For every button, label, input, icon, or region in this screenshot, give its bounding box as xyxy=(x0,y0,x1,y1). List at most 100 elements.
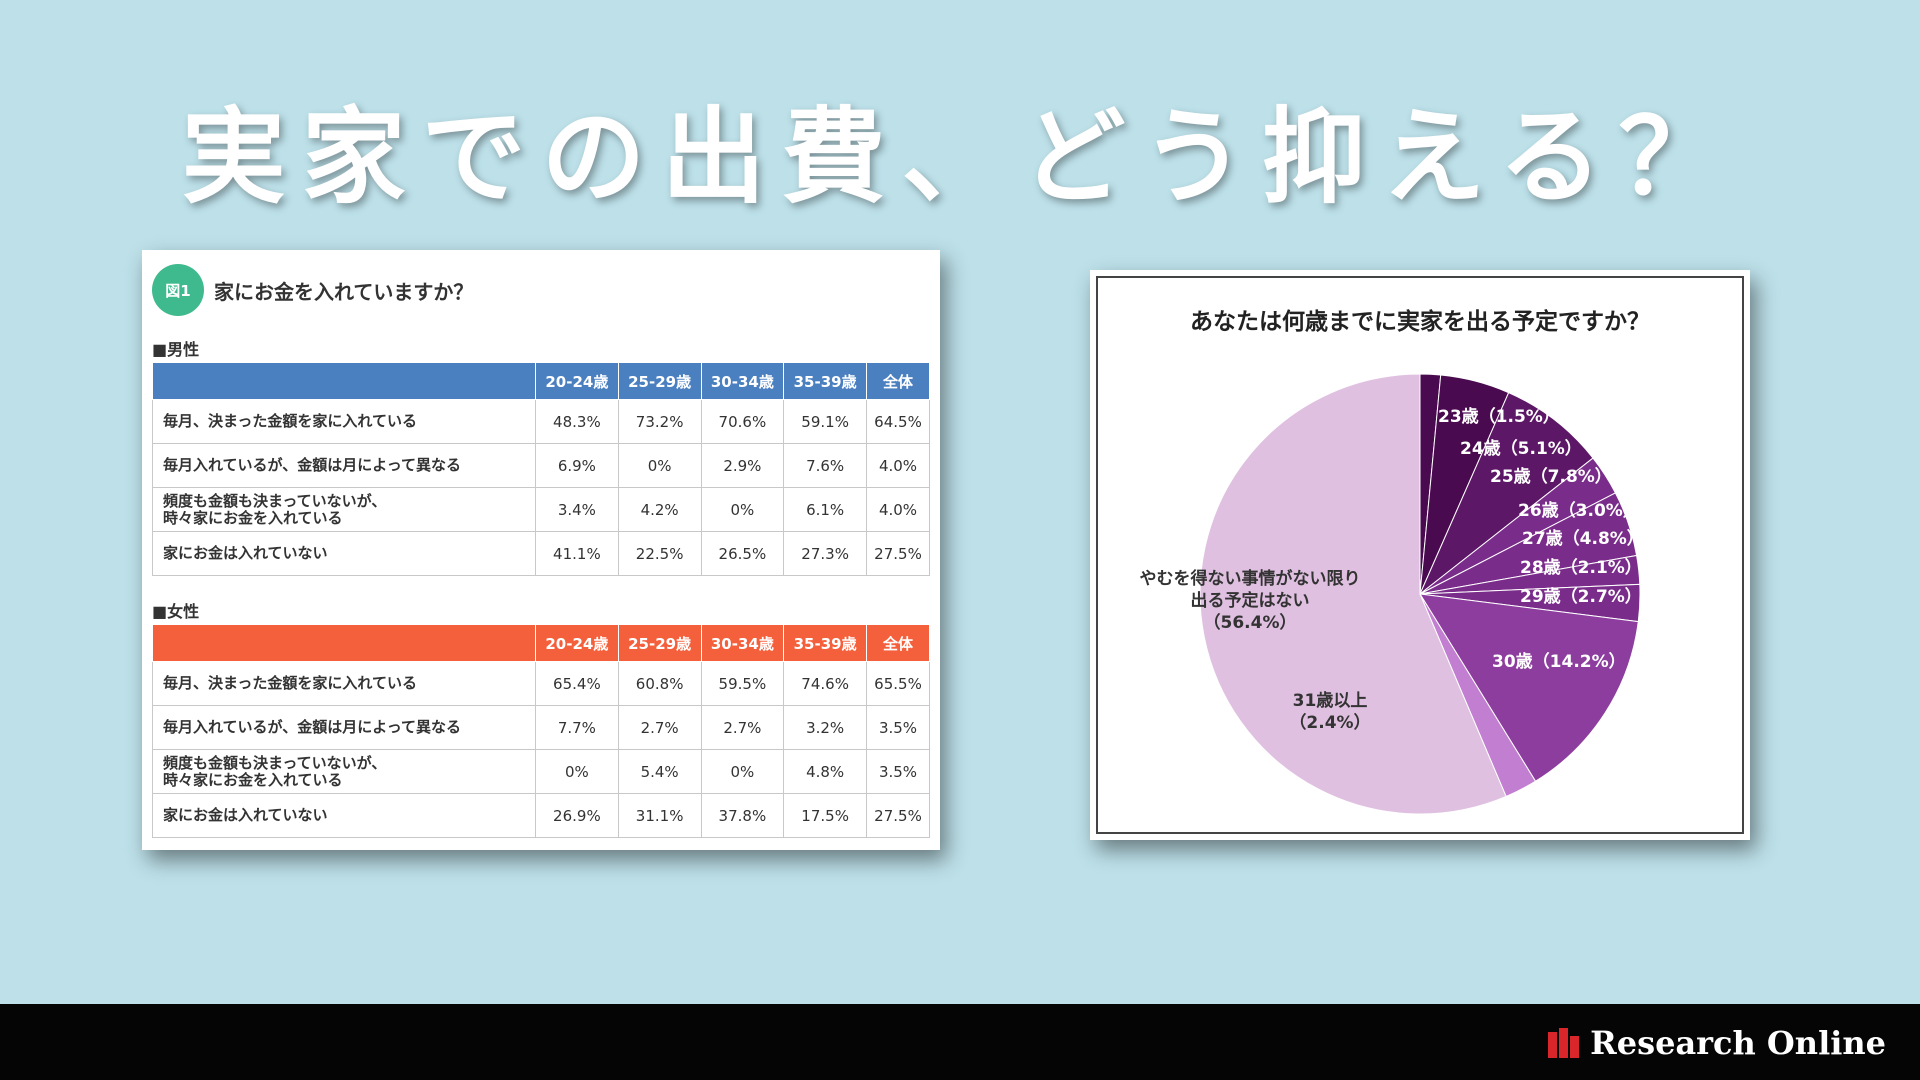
male-column-header: 35-39歳 xyxy=(783,362,867,400)
male-header-row: 20-24歳 25-29歳 30-34歳 35-39歳 全体 xyxy=(152,362,930,400)
pie-slice-label: 24歳（5.1%） xyxy=(1460,438,1582,459)
table-cell: 27.3% xyxy=(783,531,867,576)
table-row: 毎月、決まった金額を家に入れている 48.3% 73.2% 70.6% 59.1% 64.… xyxy=(152,399,930,444)
table-cell: 2.9% xyxy=(700,443,785,488)
male-section-label: ■男性 xyxy=(152,340,200,359)
table-cell: 41.1% xyxy=(535,531,619,576)
figure-badge: 図1 xyxy=(152,264,204,316)
table-cell: 3.5% xyxy=(866,705,930,750)
row-label: 毎月、決まった金額を家に入れている xyxy=(152,399,536,444)
pie-title: あなたは何歳までに実家を出る予定ですか？ xyxy=(1190,309,1650,335)
row-label: 家にお金は入れていない xyxy=(152,531,536,576)
table-cell: 3.4% xyxy=(535,487,619,532)
table-cell: 65.5% xyxy=(866,661,930,706)
table-cell: 26.5% xyxy=(700,531,785,576)
male-column-header: 25-29歳 xyxy=(617,362,702,400)
table-cell: 6.1% xyxy=(783,487,867,532)
footer-bar: Research Online xyxy=(0,1004,1920,1080)
female-table: 20-24歳 25-29歳 30-34歳 35-39歳 全体 毎月、決まった金額を家に入れ… xyxy=(152,624,930,838)
brand-name: Research Online xyxy=(1590,1024,1886,1062)
table-cell: 4.0% xyxy=(866,487,930,532)
female-column-header: 35-39歳 xyxy=(783,624,867,662)
row-label: 頻度も金額も決まっていないが、 時々家にお金を入れている xyxy=(152,749,536,794)
male-column-header: 30-34歳 xyxy=(700,362,785,400)
table-cell: 26.9% xyxy=(535,793,619,838)
female-header-blank xyxy=(152,624,536,662)
pie-slice xyxy=(1419,593,1639,782)
table-cell: 17.5% xyxy=(783,793,867,838)
table-cell: 3.2% xyxy=(783,705,867,750)
table-cell: 64.5% xyxy=(866,399,930,444)
female-column-header: 20-24歳 xyxy=(535,624,619,662)
table-cell: 74.6% xyxy=(783,661,867,706)
table-cell: 22.5% xyxy=(617,531,702,576)
pie-slice-label: 25歳（7.8%） xyxy=(1490,466,1612,487)
row-label: 毎月、決まった金額を家に入れている xyxy=(152,661,536,706)
pie-slice-label: 28歳（2.1%） xyxy=(1520,557,1642,578)
table-cell: 31.1% xyxy=(617,793,702,838)
pie-slice-label: 27歳（4.8%） xyxy=(1522,528,1644,549)
table-cell: 7.7% xyxy=(535,705,619,750)
table-cell: 0% xyxy=(617,443,702,488)
row-label: 家にお金は入れていない xyxy=(152,793,536,838)
table-cell: 5.4% xyxy=(617,749,702,794)
pie-slice-label: 23歳（1.5%） xyxy=(1438,406,1560,427)
female-column-header: 25-29歳 xyxy=(617,624,702,662)
table-cell: 2.7% xyxy=(617,705,702,750)
pie-chart: 23歳（1.5%） 24歳（5.1%） 25歳（7.8%） 26歳（3.0%） 27歳（… xyxy=(1140,373,1644,815)
pie-slice-label: 31歳以上（2.4%） xyxy=(1289,690,1370,733)
pie-frame: あなたは何歳までに実家を出る予定ですか？ 23歳（1.5%） 24歳（5.1%） 2… xyxy=(1096,276,1744,834)
row-label: 毎月入れているが、金額は月によって異なる xyxy=(152,443,536,488)
female-column-header: 全体 xyxy=(866,624,930,662)
table-cell: 6.9% xyxy=(535,443,619,488)
page-title: 実家での出費、どう抑える？ xyxy=(181,95,1739,218)
table-cell: 2.7% xyxy=(700,705,785,750)
female-column-header: 30-34歳 xyxy=(700,624,785,662)
female-header-row: 20-24歳 25-29歳 30-34歳 35-39歳 全体 xyxy=(152,624,930,662)
male-column-header: 全体 xyxy=(866,362,930,400)
figure-header: 図1 家にお金を入れていますか？ xyxy=(152,264,473,316)
brand: Research Online xyxy=(1548,1024,1886,1062)
table-cell: 7.6% xyxy=(783,443,867,488)
row-label: 毎月入れているが、金額は月によって異なる xyxy=(152,705,536,750)
table-cell: 3.5% xyxy=(866,749,930,794)
table-cell: 0% xyxy=(535,749,619,794)
table-cell: 60.8% xyxy=(617,661,702,706)
table-cell: 4.0% xyxy=(866,443,930,488)
male-header-blank xyxy=(152,362,536,400)
table-cell: 27.5% xyxy=(866,793,930,838)
table-cell: 59.1% xyxy=(783,399,867,444)
table-cell: 4.8% xyxy=(783,749,867,794)
pie-slice-label: 29歳（2.7%） xyxy=(1520,586,1642,607)
table-row: 家にお金は入れていない 41.1% 22.5% 26.5% 27.3% 27.5% xyxy=(152,531,930,576)
pie-slice-label: 30歳（14.2%） xyxy=(1492,651,1626,672)
figure-question: 家にお金を入れていますか？ xyxy=(214,279,474,304)
table-row: 毎月、決まった金額を家に入れている 65.4% 60.8% 59.5% 74.6% 65.… xyxy=(152,661,930,706)
table-cell: 4.2% xyxy=(617,487,702,532)
table-row: 毎月入れているが、金額は月によって異なる 6.9% 0% 2.9% 7.6% 4.0% xyxy=(152,443,930,488)
table-card: 図1 家にお金を入れていますか？ ■男性 20-24歳 25-29歳 30-34歳 3… xyxy=(142,250,940,850)
table-cell: 73.2% xyxy=(617,399,702,444)
table-row: 毎月入れているが、金額は月によって異なる 7.7% 2.7% 2.7% 3.2% 3.5% xyxy=(152,705,930,750)
table-cell: 27.5% xyxy=(866,531,930,576)
pie-slice-label: やむを得ない事情がない限り出る予定はない（56.4%） xyxy=(1140,568,1361,633)
pie-card: あなたは何歳までに実家を出る予定ですか？ 23歳（1.5%） 24歳（5.1%） 2… xyxy=(1090,270,1750,840)
table-row: 頻度も金額も決まっていないが、 時々家にお金を入れている 3.4% 4.2% 0% 6.1… xyxy=(152,487,930,532)
brand-logo-icon xyxy=(1548,1028,1580,1058)
pie-slice xyxy=(1199,373,1507,815)
table-row: 家にお金は入れていない 26.9% 31.1% 37.8% 17.5% 27.5% xyxy=(152,793,930,838)
table-cell: 48.3% xyxy=(535,399,619,444)
table-cell: 65.4% xyxy=(535,661,619,706)
table-cell: 0% xyxy=(700,487,785,532)
row-label: 頻度も金額も決まっていないが、 時々家にお金を入れている xyxy=(152,487,536,532)
female-section-label: ■女性 xyxy=(152,602,200,621)
table-cell: 37.8% xyxy=(700,793,785,838)
male-column-header: 20-24歳 xyxy=(535,362,619,400)
pie-slice-label: 26歳（3.0%） xyxy=(1518,500,1640,521)
table-cell: 70.6% xyxy=(700,399,785,444)
table-row: 頻度も金額も決まっていないが、 時々家にお金を入れている 0% 5.4% 0% 4.8% 3… xyxy=(152,749,930,794)
table-cell: 59.5% xyxy=(700,661,785,706)
male-table: 20-24歳 25-29歳 30-34歳 35-39歳 全体 毎月、決まった金額を家に入れ… xyxy=(152,362,930,576)
table-cell: 0% xyxy=(700,749,785,794)
pie-slice xyxy=(1419,391,1594,595)
